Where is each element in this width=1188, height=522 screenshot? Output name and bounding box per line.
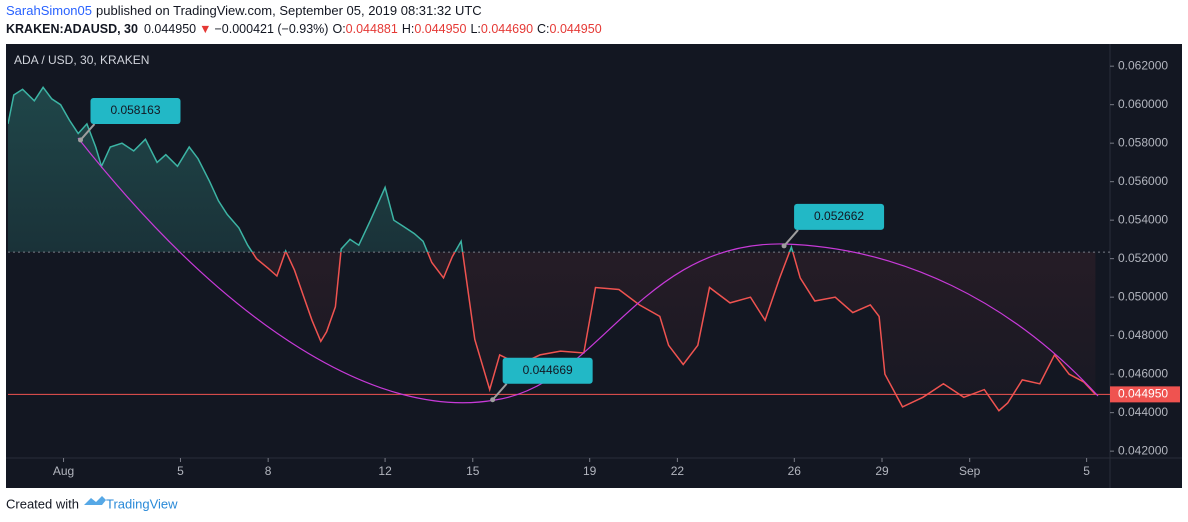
- last-price-box: [1110, 386, 1180, 403]
- y-tick-label: 0.046000: [1118, 366, 1168, 380]
- plot: 0.042000 0.044000 0.046000 0.048000 0.050000…: [8, 58, 1180, 478]
- callout-anchor: [490, 397, 496, 403]
- x-tick-label: 26: [788, 464, 802, 478]
- price-line-below: [251, 252, 1096, 412]
- x-tick-label: 12: [378, 464, 392, 478]
- x-tick-label: 22: [671, 464, 685, 478]
- y-tick-label: 0.054000: [1118, 212, 1168, 226]
- x-tick-label: Aug: [53, 464, 74, 478]
- x-tick-label: 5: [1083, 464, 1090, 478]
- x-tick-label: 15: [466, 464, 480, 478]
- published: published on TradingView.com, September …: [96, 3, 482, 18]
- callout-label: 0.058163: [110, 103, 160, 117]
- x-tick-label: 5: [177, 464, 184, 478]
- callout-box: [794, 203, 885, 230]
- price-line-above: [8, 85, 794, 253]
- y-tick-label: 0.058000: [1118, 135, 1168, 149]
- x-tick-label: 19: [583, 464, 597, 478]
- y-tick-label: 0.048000: [1118, 328, 1168, 342]
- author[interactable]: SarahSimon05: [6, 3, 92, 18]
- last: 0.044950: [144, 22, 196, 36]
- l-label: L:: [470, 22, 480, 36]
- last-price-label: 0.044950: [1118, 387, 1168, 401]
- y-tick-label: 0.044000: [1118, 405, 1168, 419]
- callout-label: 0.052662: [814, 209, 864, 223]
- change: −0.000421 (−0.93%): [214, 22, 328, 36]
- c: 0.044950: [550, 22, 602, 36]
- y-tick-label: 0.056000: [1118, 174, 1168, 188]
- callout-anchor: [781, 243, 787, 249]
- x-tick-label: 8: [265, 464, 272, 478]
- c-label: C:: [537, 22, 550, 36]
- y-tick-label: 0.060000: [1118, 97, 1168, 111]
- chart-title: ADA / USD, 30, KRAKEN: [14, 53, 149, 67]
- arrow: ▼: [199, 22, 211, 36]
- callout-anchor: [77, 137, 83, 143]
- h: 0.044950: [414, 22, 466, 36]
- y-tick-label: 0.062000: [1118, 58, 1168, 72]
- callout-pointer: [783, 229, 799, 247]
- header-line-2: KRAKEN:ADAUSD, 30 0.044950 ▼ −0.000421 (−0.…: [6, 22, 602, 36]
- footer-created: Created with: [6, 496, 79, 511]
- x-tick-label: Sep: [959, 464, 981, 478]
- l: 0.044690: [481, 22, 533, 36]
- y-tick-label: 0.042000: [1118, 443, 1168, 457]
- symbol: KRAKEN:ADAUSD, 30: [6, 22, 138, 36]
- o: 0.044881: [346, 22, 398, 36]
- x-tick-label: 29: [875, 464, 889, 478]
- callout-label: 0.044669: [523, 363, 573, 377]
- callout-box: [90, 98, 181, 125]
- callout-pointer: [491, 383, 508, 401]
- callout-pointer: [79, 123, 96, 141]
- y-tick-label: 0.052000: [1118, 251, 1168, 265]
- area-above: [8, 87, 1096, 253]
- callout-box: [502, 357, 593, 384]
- header-line-1: SarahSimon05 published on TradingView.com…: [6, 3, 482, 18]
- o-label: O:: [332, 22, 345, 36]
- h-label: H:: [402, 22, 415, 36]
- drawn-curve: [77, 137, 1099, 404]
- logo: [84, 496, 106, 505]
- footer-brand[interactable]: TradingView: [106, 496, 178, 511]
- y-tick-label: 0.050000: [1118, 289, 1168, 303]
